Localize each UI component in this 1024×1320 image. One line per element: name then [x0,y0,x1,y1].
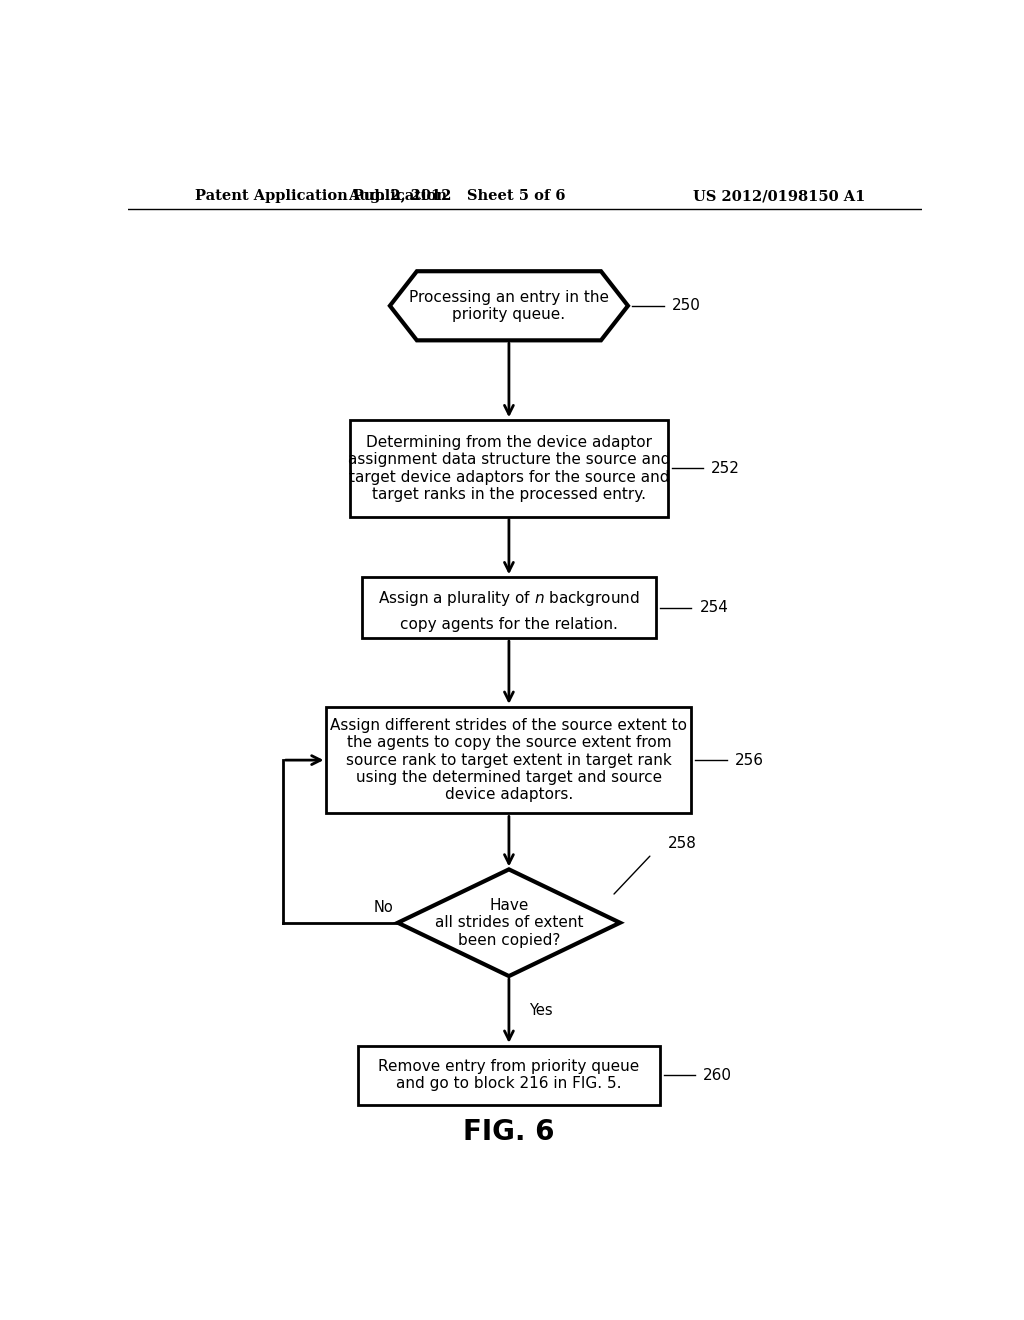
Text: FIG. 6: FIG. 6 [463,1118,555,1146]
Text: Have
all strides of extent
been copied?: Have all strides of extent been copied? [434,898,584,948]
Polygon shape [390,271,628,341]
Text: 260: 260 [703,1068,732,1082]
Text: Assign a plurality of $\mathit{n}$ background: Assign a plurality of $\mathit{n}$ backg… [378,589,640,609]
Text: US 2012/0198150 A1: US 2012/0198150 A1 [692,189,865,203]
Text: Yes: Yes [528,1003,552,1019]
Text: Processing an entry in the
priority queue.: Processing an entry in the priority queu… [409,289,609,322]
Bar [358,1045,659,1105]
Bar [350,420,668,516]
Text: Assign different strides of the source extent to
the agents to copy the source e: Assign different strides of the source e… [331,718,687,803]
Text: No: No [374,900,394,915]
Text: 254: 254 [699,601,728,615]
Text: copy agents for the relation.: copy agents for the relation. [400,616,617,631]
Text: Determining from the device adaptor
assignment data structure the source and
tar: Determining from the device adaptor assi… [348,434,670,502]
Text: 258: 258 [668,837,696,851]
Bar [362,577,655,638]
Text: Aug. 2, 2012   Sheet 5 of 6: Aug. 2, 2012 Sheet 5 of 6 [348,189,566,203]
Text: 250: 250 [672,298,700,313]
Text: Patent Application Publication: Patent Application Publication [196,189,447,203]
Bar [327,706,691,813]
Text: 256: 256 [735,752,764,768]
Polygon shape [397,870,620,975]
Text: 252: 252 [712,461,740,477]
Text: Remove entry from priority queue
and go to block 216 in FIG. 5.: Remove entry from priority queue and go … [378,1059,640,1092]
